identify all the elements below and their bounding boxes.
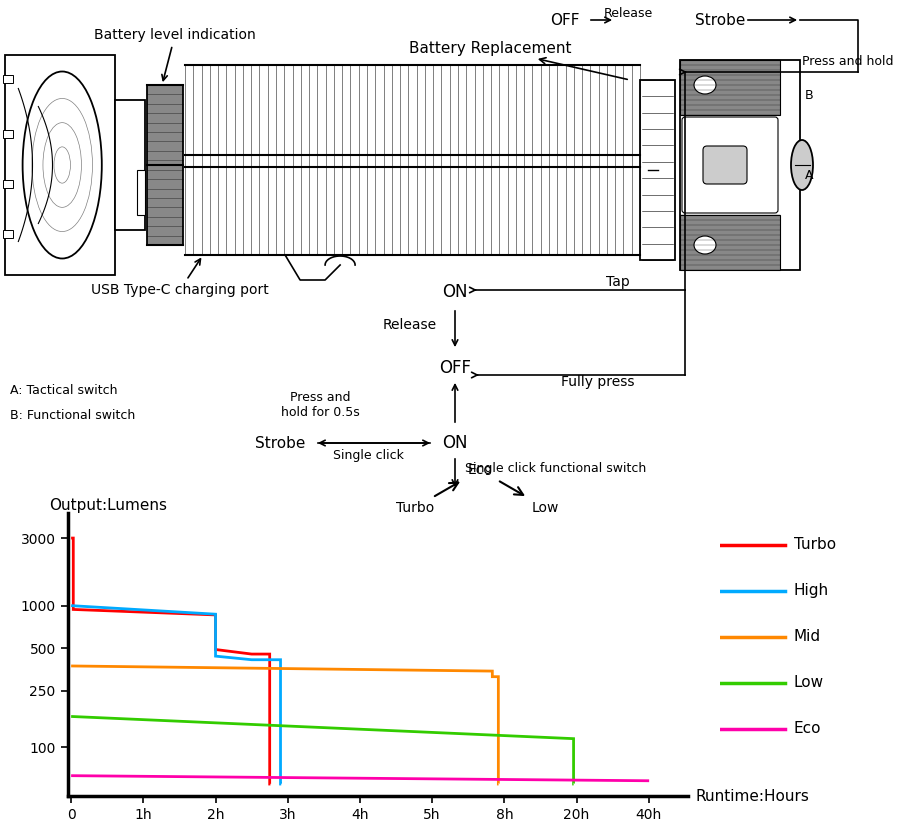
Ellipse shape (22, 71, 102, 259)
High (247, 655, 257, 665)
Bar (3, 230, 13, 238)
Low (568, 779, 579, 789)
Text: Fully press: Fully press (562, 375, 634, 389)
FancyBboxPatch shape (703, 146, 747, 184)
Mid (493, 672, 504, 681)
Ellipse shape (694, 236, 716, 254)
Bar (3, 180, 13, 188)
FancyBboxPatch shape (682, 117, 778, 213)
Text: Runtime:Hours: Runtime:Hours (696, 789, 810, 804)
Text: Eco: Eco (468, 463, 492, 477)
Low (568, 779, 579, 789)
Turbo (265, 779, 275, 789)
High (275, 779, 286, 789)
High (275, 779, 286, 789)
Line: Mid: Mid (71, 666, 499, 784)
High (66, 601, 77, 611)
Text: ON: ON (442, 434, 468, 452)
Bar (680, 215, 780, 270)
Text: OFF: OFF (439, 359, 471, 377)
Bar (680, 60, 800, 270)
Low (568, 734, 579, 744)
Mid (66, 661, 77, 671)
Text: High: High (427, 603, 458, 617)
Ellipse shape (694, 76, 716, 94)
Line: Turbo: Turbo (71, 538, 270, 784)
Text: ON: ON (442, 283, 468, 301)
Bar (115, 100, 145, 230)
Text: Strobe: Strobe (255, 435, 305, 451)
Text: Battery Replacement: Battery Replacement (409, 40, 627, 80)
Bar (680, 60, 780, 115)
Line: Low: Low (71, 717, 573, 784)
Low (66, 712, 77, 722)
Line: High: High (71, 606, 281, 784)
Text: OFF: OFF (550, 12, 580, 27)
Mid (487, 672, 498, 681)
Text: A: Tactical switch: A: Tactical switch (10, 383, 118, 397)
Mid (487, 666, 498, 676)
Turbo (265, 649, 275, 659)
Text: Press and
hold for 0.5s: Press and hold for 0.5s (281, 391, 359, 419)
High (275, 655, 286, 665)
Text: Release: Release (382, 318, 437, 332)
Bar (137, 170, 145, 215)
Turbo (210, 610, 220, 620)
Mid (493, 779, 504, 789)
Bar (147, 85, 183, 245)
Text: Med: Med (530, 576, 560, 589)
Text: Output:Lumens: Output:Lumens (50, 498, 167, 513)
Bar (640, 80, 675, 260)
Turbo (210, 644, 220, 654)
Turbo (66, 533, 77, 543)
Text: Low: Low (794, 675, 824, 690)
Text: Battery level indication: Battery level indication (94, 28, 256, 80)
Text: A: A (805, 168, 814, 181)
Turbo (247, 649, 257, 659)
Text: Press and hold: Press and hold (802, 55, 894, 68)
Bar (5, 55, 115, 275)
Text: Tap: Tap (606, 275, 630, 289)
Text: Single click: Single click (333, 448, 403, 461)
Ellipse shape (43, 122, 81, 208)
High (210, 651, 220, 661)
Mid (493, 779, 504, 789)
Text: USB Type-C charging port: USB Type-C charging port (91, 259, 269, 297)
Text: Low: Low (531, 501, 559, 515)
Text: Turbo: Turbo (794, 537, 836, 553)
Turbo (68, 533, 78, 543)
Text: High: High (794, 583, 829, 599)
Bar (3, 75, 13, 83)
Text: Single click functional switch: Single click functional switch (465, 461, 646, 475)
Text: B: B (805, 89, 814, 102)
Text: Turbo: Turbo (396, 501, 434, 515)
Turbo (265, 779, 275, 789)
Text: Strobe: Strobe (695, 12, 745, 27)
Ellipse shape (54, 147, 70, 183)
Text: Eco: Eco (794, 721, 821, 736)
High (247, 655, 257, 665)
Ellipse shape (791, 140, 813, 190)
Text: B: Functional switch: B: Functional switch (10, 409, 135, 421)
Bar (3, 130, 13, 138)
Text: Release: Release (603, 7, 652, 20)
Turbo (247, 649, 257, 659)
High (210, 609, 220, 619)
Turbo (68, 604, 78, 614)
Ellipse shape (32, 99, 93, 232)
Text: Mid: Mid (794, 629, 821, 644)
